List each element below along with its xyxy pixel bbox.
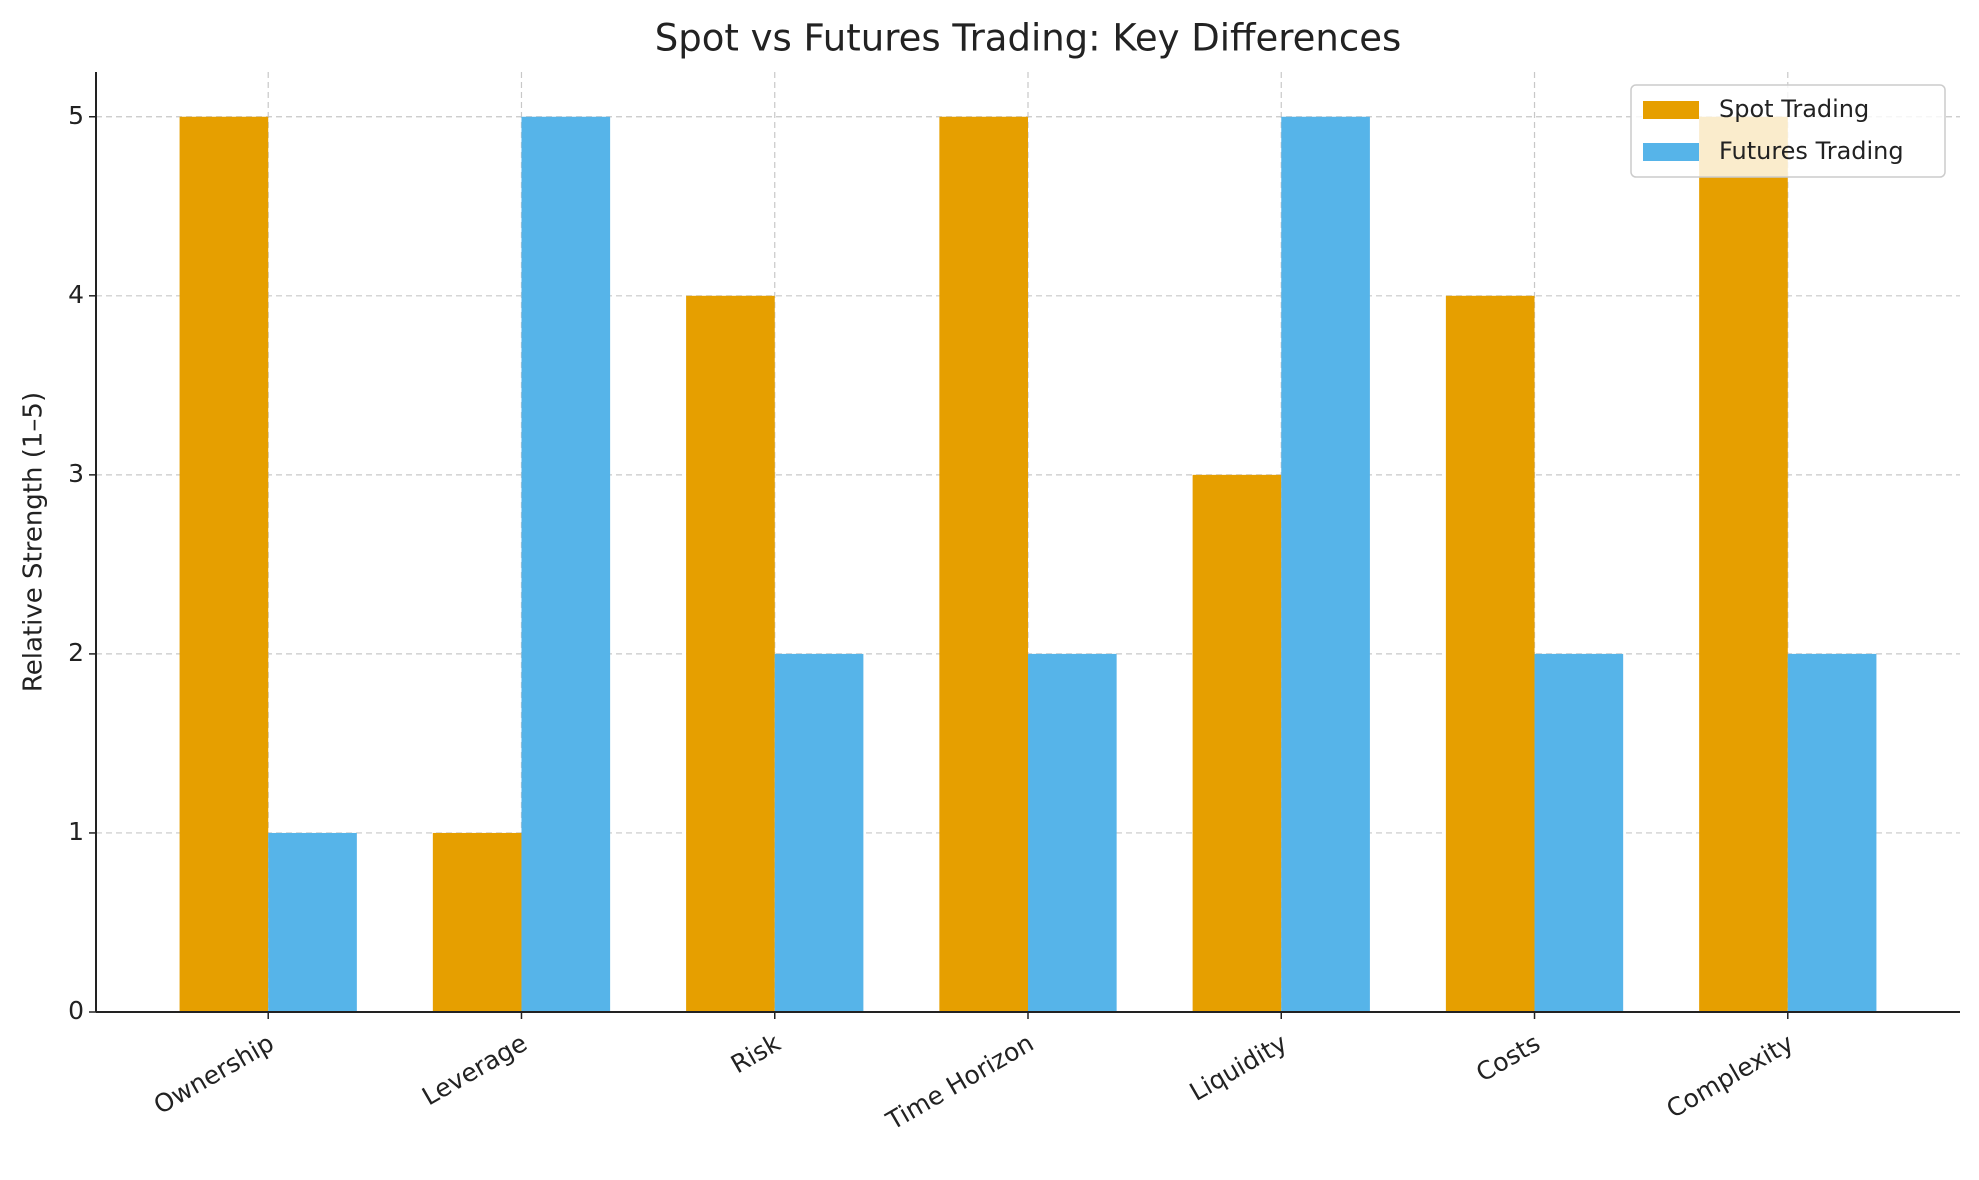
- legend-label: Futures Trading: [1719, 137, 1904, 165]
- bar: [179, 116, 269, 1012]
- bar: [1699, 116, 1788, 1012]
- legend-swatch: [1643, 101, 1699, 119]
- y-axis-label: Relative Strength (1–5): [19, 392, 49, 692]
- legend-label: Spot Trading: [1719, 95, 1869, 123]
- bar: [1534, 653, 1624, 1012]
- y-tick-label: 0: [68, 996, 84, 1025]
- x-tick-label: Risk: [726, 1028, 786, 1079]
- bar: [1281, 116, 1370, 1012]
- y-tick-label: 5: [68, 101, 84, 130]
- bar: [432, 832, 522, 1012]
- bar: [939, 116, 1028, 1012]
- bar: [686, 295, 775, 1012]
- x-tick-label: Costs: [1471, 1028, 1545, 1087]
- bar: [1445, 295, 1535, 1012]
- x-tick-label: Time Horizon: [880, 1028, 1038, 1136]
- bar: [1028, 653, 1117, 1012]
- x-tick-label: Liquidity: [1185, 1028, 1292, 1107]
- legend-swatch: [1643, 143, 1699, 161]
- x-tick-label: Leverage: [417, 1028, 532, 1111]
- chart-title: Spot vs Futures Trading: Key Differences: [655, 17, 1402, 60]
- bar: [1787, 653, 1877, 1012]
- y-tick-label: 4: [68, 280, 84, 309]
- y-tick-label: 1: [68, 817, 84, 846]
- legend-box: [1630, 84, 1946, 178]
- y-tick-label: 2: [68, 638, 84, 667]
- x-tick-label: Ownership: [149, 1028, 279, 1120]
- bar: [1192, 474, 1282, 1012]
- x-tick-label: Complexity: [1661, 1028, 1798, 1124]
- bar: [268, 832, 357, 1012]
- bar: [521, 116, 611, 1012]
- bar: [774, 653, 864, 1012]
- y-tick-label: 3: [68, 459, 84, 488]
